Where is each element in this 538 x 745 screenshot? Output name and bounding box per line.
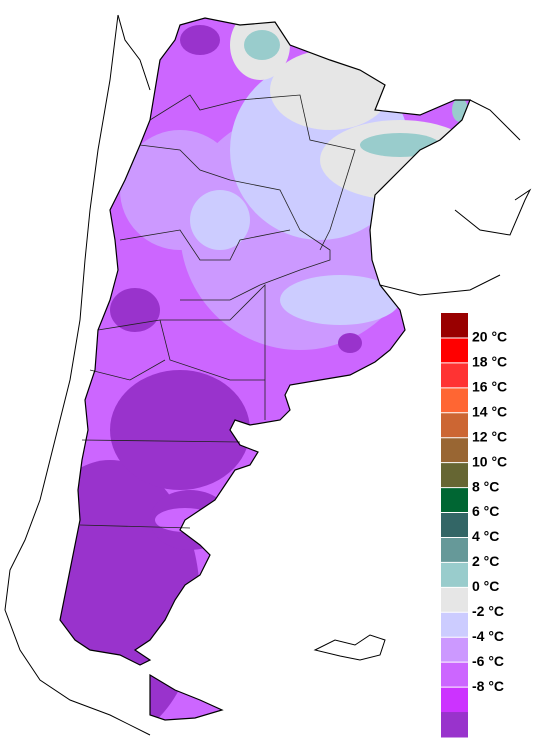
zone (244, 30, 280, 60)
legend-label: 8 °C (472, 478, 499, 494)
province-borders (79, 94, 356, 529)
legend-swatch (441, 712, 468, 738)
legend-swatch (441, 612, 468, 638)
legend-label: 6 °C (472, 503, 499, 519)
legend-label: 14 °C (472, 403, 507, 419)
legend-swatch (441, 313, 468, 339)
legend-label: 2 °C (472, 553, 499, 569)
zone (360, 133, 440, 157)
neighbor-border (117, 14, 151, 91)
legend-swatch (441, 537, 468, 563)
legend-label: 12 °C (472, 428, 507, 444)
legend-label: -8 °C (472, 678, 504, 694)
legend-label: -6 °C (472, 653, 504, 669)
legend-swatch (441, 637, 468, 663)
legend-swatch (441, 562, 468, 588)
legend-swatch (441, 487, 468, 514)
legend-swatch (441, 337, 468, 364)
legend-swatch (441, 412, 468, 439)
legend-label: 0 °C (472, 578, 499, 594)
legend-label: -4 °C (472, 628, 504, 644)
islands (313, 634, 386, 661)
neighbor-coast (4, 14, 151, 736)
legend-label: -2 °C (472, 603, 504, 619)
zone (280, 275, 400, 325)
zone (180, 25, 220, 55)
legend-swatch (441, 362, 468, 389)
legend-label: 20 °C (472, 329, 507, 345)
legend-swatch (441, 587, 468, 613)
legend-label: 18 °C (472, 354, 507, 370)
zone (190, 190, 250, 250)
legend-swatch (441, 687, 468, 713)
zone (270, 50, 390, 130)
legend-label: 10 °C (472, 453, 507, 469)
legend-swatch (441, 462, 468, 489)
zone (320, 120, 470, 200)
legend-swatch (441, 512, 468, 538)
legend: 20 °C 18 °C 16 °C 14 °C 12 °C 10 °C 8 °C 6 °C 4 … (441, 313, 507, 738)
legend-swatch (441, 437, 468, 464)
legend-swatch (441, 662, 468, 688)
legend-swatch (441, 387, 468, 414)
zone (110, 288, 160, 332)
zone (338, 333, 362, 353)
neighbor-coast (379, 99, 532, 296)
zone (110, 370, 250, 490)
legend-label: 16 °C (472, 379, 507, 395)
legend-label: 4 °C (472, 528, 499, 544)
